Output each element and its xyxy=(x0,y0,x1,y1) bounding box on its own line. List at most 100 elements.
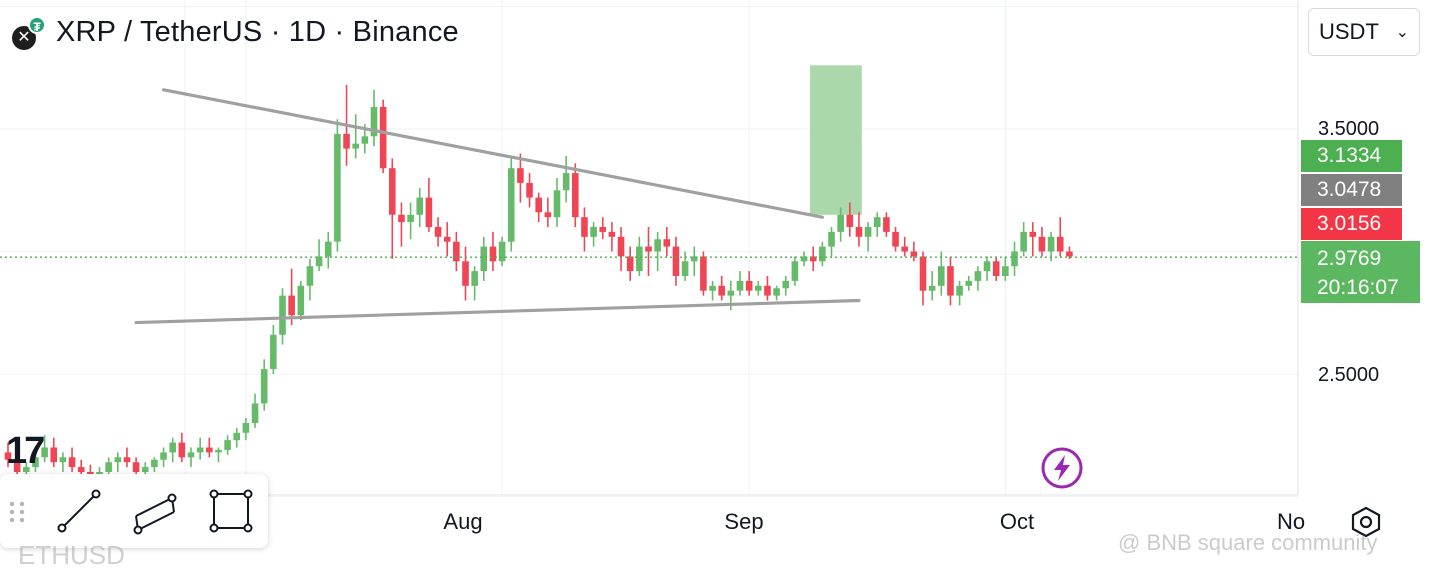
parallel-channel-icon[interactable] xyxy=(130,486,180,536)
candle-body xyxy=(279,295,286,335)
candle-body xyxy=(196,447,204,453)
candle xyxy=(434,217,442,247)
candle-body xyxy=(599,227,607,232)
candle-body xyxy=(901,246,908,252)
candle-body xyxy=(1047,236,1055,252)
candle-body xyxy=(883,217,890,232)
candle xyxy=(809,246,817,272)
candle-body xyxy=(187,452,195,458)
candle-body xyxy=(480,246,488,272)
candle-body xyxy=(1056,236,1064,252)
lightning-icon[interactable] xyxy=(1040,446,1084,490)
candle-body xyxy=(947,266,954,296)
candle xyxy=(864,222,872,252)
candle-body xyxy=(1066,251,1073,257)
candle-body xyxy=(77,467,85,472)
candle-body xyxy=(517,168,524,183)
candle xyxy=(1056,217,1064,257)
price-label-mid: 3.0478 xyxy=(1301,174,1402,206)
candle-body xyxy=(718,285,725,296)
candle-body xyxy=(132,462,140,472)
candle xyxy=(260,359,268,411)
candle-body xyxy=(837,214,844,232)
candle xyxy=(1011,241,1018,276)
candle-body xyxy=(224,440,231,450)
candle-body xyxy=(755,285,762,291)
candle xyxy=(544,197,552,227)
candle-body xyxy=(745,280,753,291)
candle xyxy=(709,280,716,301)
trend-line-icon[interactable] xyxy=(54,486,104,536)
candle xyxy=(681,251,689,281)
candle xyxy=(1047,231,1055,262)
candle-body xyxy=(4,452,12,460)
currency-select[interactable]: USDT ⌄ xyxy=(1308,8,1420,56)
candle-body xyxy=(297,285,305,316)
candle-body xyxy=(361,136,369,144)
candle-body xyxy=(206,447,213,453)
candle-body xyxy=(535,197,542,213)
candle-body xyxy=(572,173,579,218)
candle-body xyxy=(489,246,497,262)
candle-body xyxy=(782,280,790,289)
candle xyxy=(901,236,908,257)
candle-body xyxy=(681,261,689,276)
candle-body xyxy=(928,285,936,291)
chevron-down-icon: ⌄ xyxy=(1395,24,1409,41)
candle xyxy=(251,393,259,428)
drawing-toolbar xyxy=(0,474,268,548)
candle-body xyxy=(443,236,451,242)
candle xyxy=(379,99,387,174)
candle xyxy=(334,119,341,252)
candle-body xyxy=(919,256,927,291)
rectangle-icon[interactable] xyxy=(206,486,256,536)
candle-body xyxy=(938,266,945,286)
candle-body xyxy=(1011,251,1018,267)
candle-body xyxy=(590,227,597,237)
candle-body xyxy=(352,143,359,149)
xrp-icon: ✕ xyxy=(12,26,36,50)
candle-body xyxy=(846,214,854,227)
candle xyxy=(553,178,561,227)
candle xyxy=(105,457,112,477)
drag-handle-icon[interactable] xyxy=(2,486,32,536)
candle xyxy=(572,163,579,227)
price-label-high: 3.1334 xyxy=(1301,140,1402,172)
candle xyxy=(196,437,204,460)
time-label-nov: No xyxy=(1276,509,1306,534)
candle xyxy=(791,256,799,286)
candle xyxy=(178,432,186,463)
candle xyxy=(443,222,451,257)
candle-body xyxy=(242,423,250,433)
time-label-aug: Aug xyxy=(443,509,483,534)
chart-header: ✕ ₮ XRP / TetherUS · 1D · Binance xyxy=(10,14,459,50)
symbol-title[interactable]: XRP / TetherUS · 1D · Binance xyxy=(56,15,459,48)
candle-body xyxy=(315,256,323,267)
price-tick-3.5: 3.5000 xyxy=(1318,118,1380,140)
candle xyxy=(755,280,762,296)
candle-body xyxy=(260,369,268,404)
watermark: @ BNB square community xyxy=(1118,530,1378,555)
candle-body xyxy=(764,285,771,296)
candle xyxy=(1002,256,1009,281)
candle-body xyxy=(169,442,176,453)
candle-body xyxy=(983,261,991,272)
candle xyxy=(1029,222,1037,257)
candle-body xyxy=(13,459,21,472)
candle xyxy=(773,285,780,301)
candle xyxy=(690,246,698,276)
candle-body xyxy=(41,447,48,458)
candle xyxy=(206,437,213,458)
candle xyxy=(517,153,524,203)
candle-body xyxy=(581,217,588,237)
candle-body xyxy=(709,285,716,291)
candle-body xyxy=(974,271,982,281)
candle xyxy=(151,457,158,472)
candles-layer xyxy=(4,84,1073,485)
candle-body xyxy=(873,217,881,227)
candle xyxy=(169,437,176,463)
candle xyxy=(187,447,195,468)
settings-icon[interactable] xyxy=(1346,502,1386,542)
trendline-resistance xyxy=(161,88,824,219)
candle xyxy=(288,268,295,325)
